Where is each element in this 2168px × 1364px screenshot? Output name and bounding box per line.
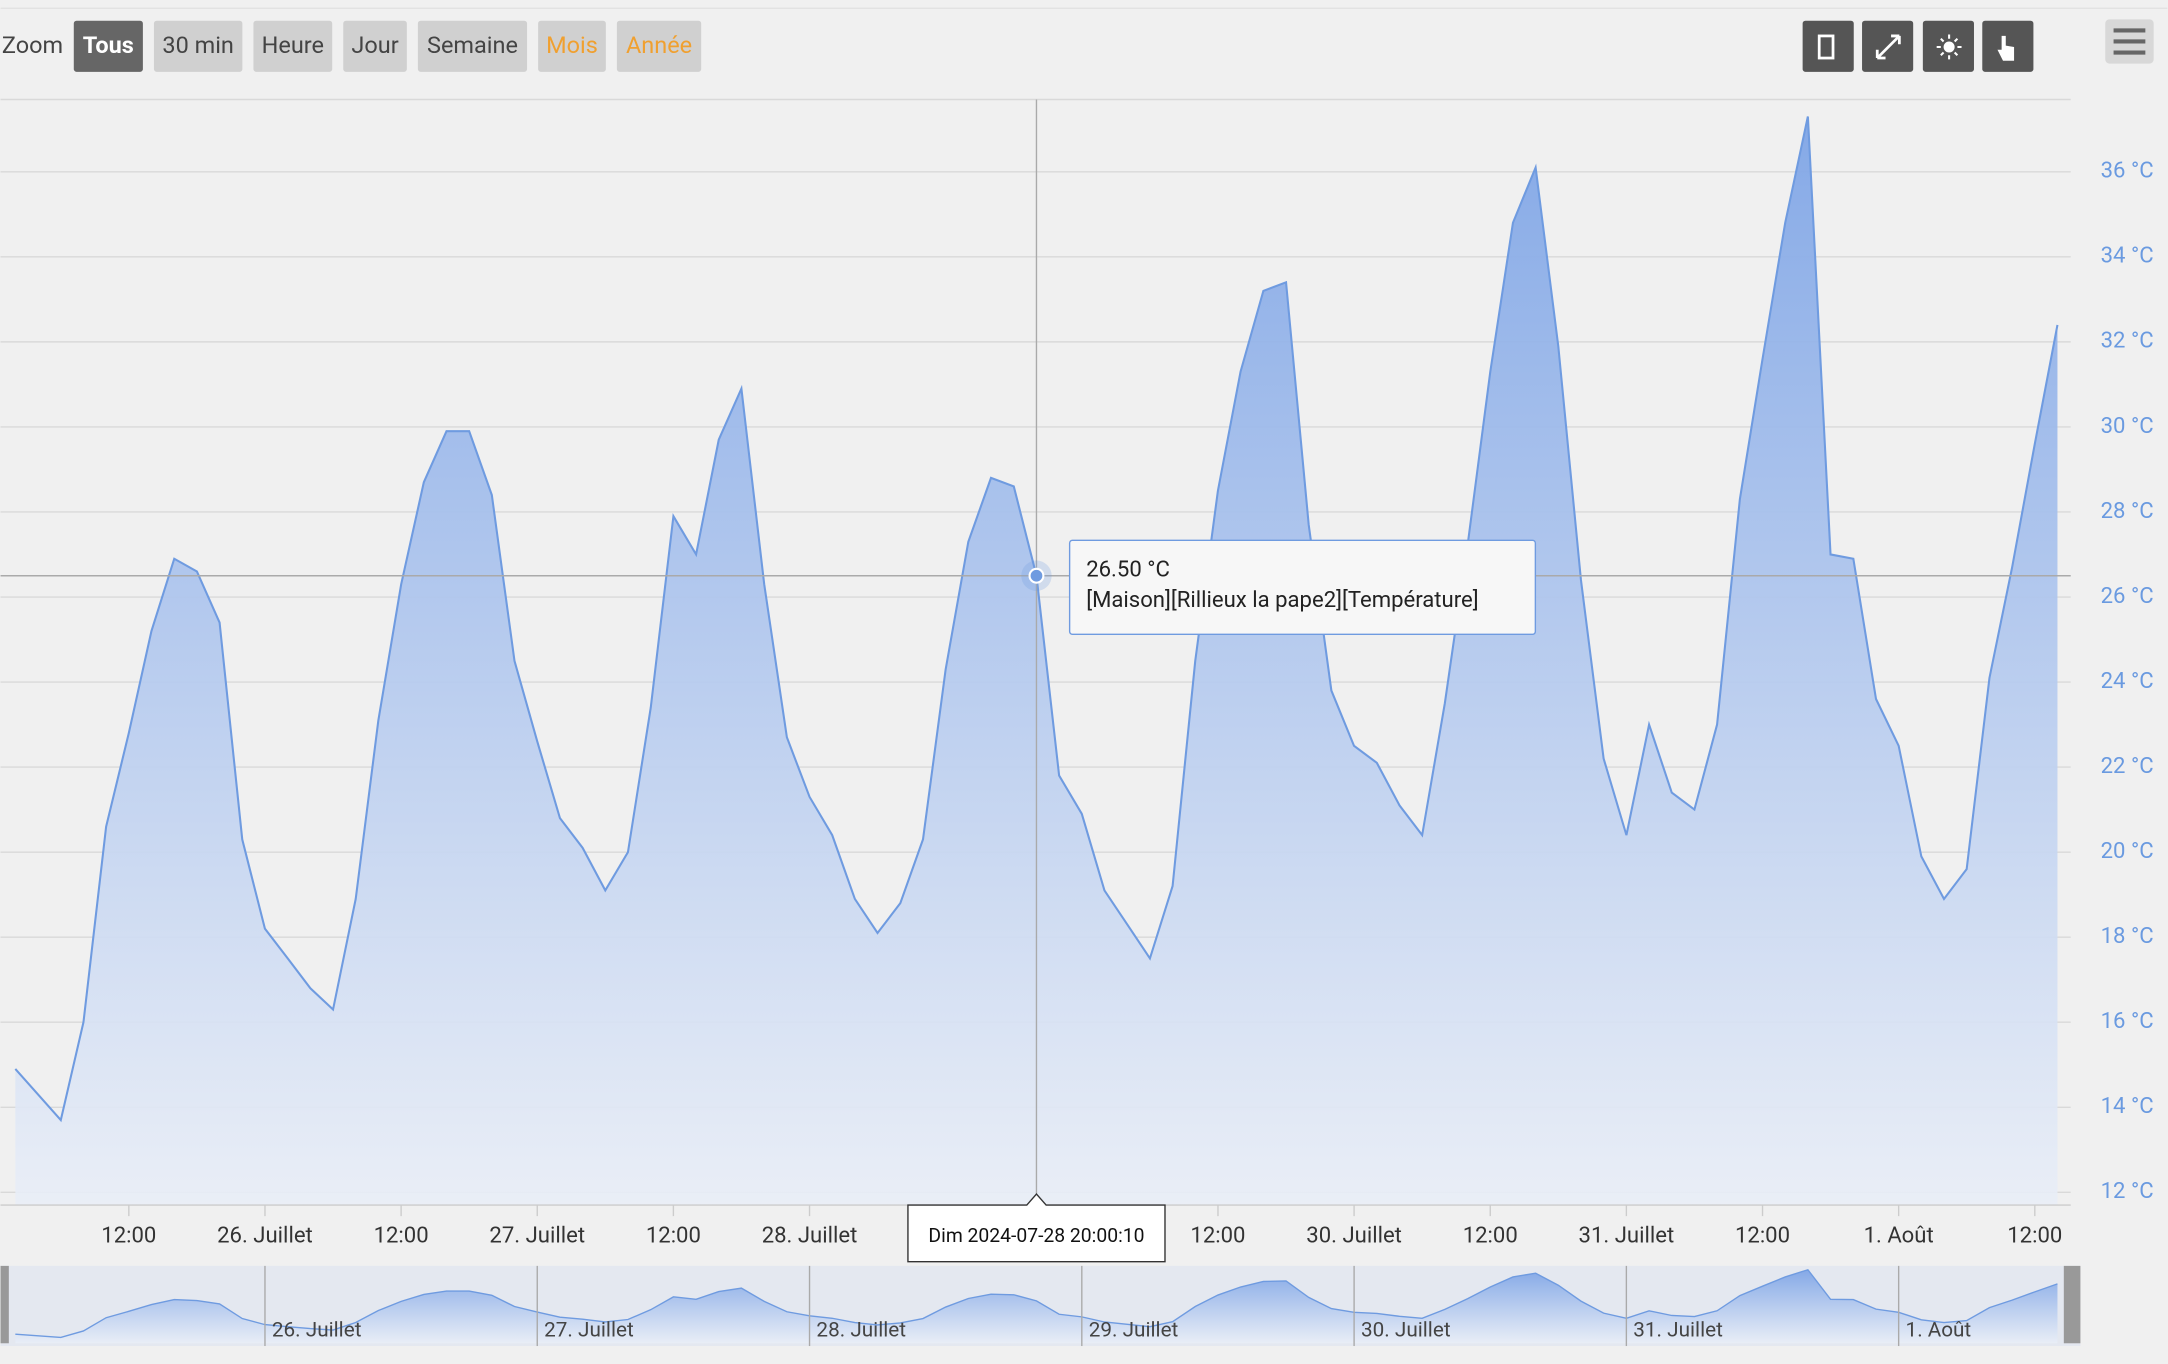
toolbar: [1802, 19, 2154, 72]
x-tick-label: 12:00: [101, 1223, 156, 1249]
x-tick-label: 12:00: [646, 1223, 701, 1249]
zoom-button-label: Tous: [83, 31, 134, 59]
hover-point: [1028, 567, 1045, 584]
x-tick-label: 12:00: [1190, 1223, 1245, 1249]
zoom-button-label: Heure: [262, 31, 324, 59]
zoom-button-label: Mois: [546, 31, 598, 59]
y-tick-label: 30 °C: [2101, 413, 2154, 439]
navigator-area: [15, 1269, 2058, 1344]
x-tick-label: 27. Juillet: [489, 1223, 585, 1249]
x-tick-label: 28. Juillet: [762, 1223, 858, 1249]
zoom-button-label: Semaine: [427, 31, 518, 59]
y-tick-label: 32 °C: [2101, 328, 2154, 354]
x-tick-label: 31. Juillet: [1579, 1223, 1675, 1249]
zoom-button-label: Année: [626, 31, 692, 59]
x-tick-label: 12:00: [1735, 1223, 1790, 1249]
navigator-line: [15, 1268, 2058, 1339]
x-tick-label: 12:00: [1463, 1223, 1518, 1249]
zoom-button[interactable]: [417, 20, 528, 72]
y-tick-label: 18 °C: [2101, 923, 2154, 949]
y-tick-label: 34 °C: [2101, 243, 2154, 269]
tool-button[interactable]: [1802, 20, 1854, 72]
tooltip-value: 26.50 °C: [1086, 557, 1170, 583]
y-tick-label: 12 °C: [2101, 1178, 2154, 1204]
tool-icon: [1997, 35, 2015, 61]
date-label-box: [907, 1192, 1166, 1263]
y-tick-label: 22 °C: [2101, 753, 2154, 779]
navigator-tick-label: 27. Juillet: [544, 1318, 634, 1342]
zoom-label: Zoom: [2, 31, 63, 59]
zoom-button[interactable]: [73, 20, 143, 72]
tool-icon: [1943, 41, 1955, 53]
x-tick-label: 12:00: [374, 1223, 429, 1249]
y-tick-label: 28 °C: [2101, 498, 2154, 524]
y-tick-label: 36 °C: [2101, 158, 2154, 184]
navigator-tick-label: 26. Juillet: [272, 1318, 362, 1342]
tooltip-box: [1068, 539, 1537, 636]
navigator-tick-label: 1. Août: [1906, 1318, 1972, 1342]
zoom-button[interactable]: [343, 20, 407, 72]
x-tick-label: 1. Août: [1864, 1223, 1934, 1249]
x-tick-label: 12:00: [2007, 1223, 2062, 1249]
navigator-tick-label: 30. Juillet: [1361, 1318, 1451, 1342]
x-tick-label: 26. Juillet: [217, 1223, 313, 1249]
navigator-handle[interactable]: [0, 1265, 9, 1344]
navigator-tick-label: 31. Juillet: [1633, 1318, 1723, 1342]
zoom-button[interactable]: [616, 20, 702, 72]
tool-icon: [1875, 34, 1901, 60]
y-tick-label: 26 °C: [2101, 583, 2154, 609]
zoom-button[interactable]: [153, 20, 243, 72]
tool-icon: [1817, 34, 1835, 60]
navigator-tick-label: 28. Juillet: [816, 1318, 906, 1342]
y-tick-label: 20 °C: [2101, 838, 2154, 864]
zoom-button-label: 30 min: [162, 31, 233, 59]
zoom-button[interactable]: [538, 20, 606, 72]
navigator-handle[interactable]: [2063, 1265, 2081, 1344]
navigator-tick-label: 29. Juillet: [1089, 1318, 1179, 1342]
tool-icon: [1936, 34, 1962, 60]
x-tick-label: 30. Juillet: [1306, 1223, 1402, 1249]
tooltip-series: [Maison][Rillieux la pape2][Température]: [1086, 587, 1478, 613]
y-tick-label: 24 °C: [2101, 668, 2154, 694]
zoom-button-label: Jour: [351, 31, 398, 59]
y-tick-label: 16 °C: [2101, 1008, 2154, 1034]
date-label: Dim 2024-07-28 20:00:10: [928, 1224, 1144, 1247]
y-tick-label: 14 °C: [2101, 1093, 2154, 1119]
menu-icon: [2113, 28, 2146, 55]
zoom-button[interactable]: [253, 20, 333, 72]
